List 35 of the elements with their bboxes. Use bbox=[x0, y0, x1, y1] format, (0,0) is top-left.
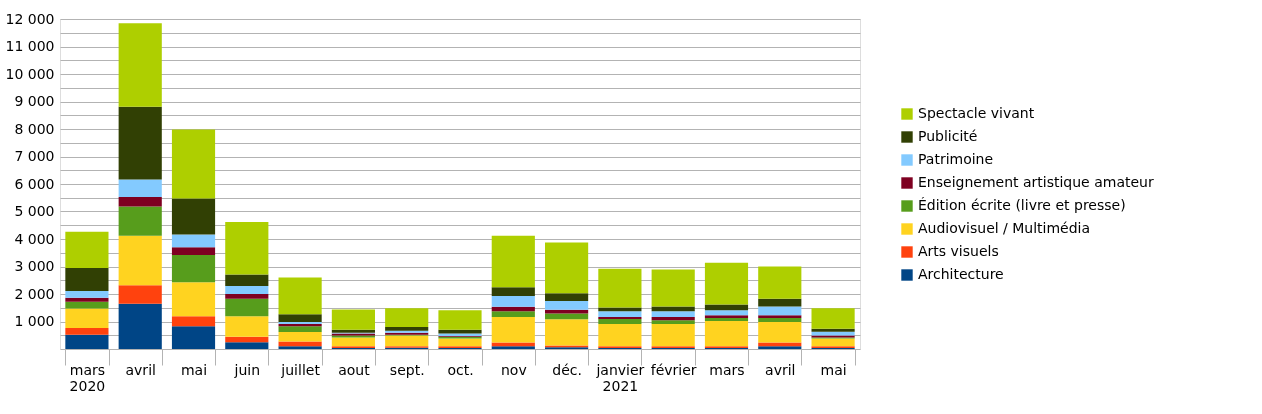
x-tick-label: mars 2020 bbox=[69, 361, 106, 394]
legend-label: Enseignement artistique amateur bbox=[918, 174, 1154, 190]
x-tick-label: aout bbox=[338, 361, 371, 378]
y-tick-label: 12 000 bbox=[5, 10, 55, 27]
y-tick-label: 7 000 bbox=[14, 148, 55, 164]
y-tick-label: 8 000 bbox=[14, 120, 55, 137]
x-tick-label: janvier 2021 bbox=[595, 361, 645, 394]
x-tick-label: mars bbox=[709, 361, 745, 378]
x-tick-label: mai bbox=[180, 361, 208, 378]
y-tick-label: 2 000 bbox=[14, 285, 55, 302]
y-tick-label: 11 000 bbox=[5, 38, 55, 54]
y-tick-label: 4 000 bbox=[14, 230, 55, 247]
x-tick-label: nov bbox=[500, 361, 527, 378]
legend-label: Arts visuels bbox=[918, 243, 999, 259]
x-tick-label: juin bbox=[233, 361, 261, 378]
y-tick-label: 6 000 bbox=[14, 175, 55, 192]
y-tick-label: 3 000 bbox=[14, 258, 55, 274]
legend-label: Audiovisuel / Multimédia bbox=[918, 220, 1091, 236]
y-tick-label: 9 000 bbox=[14, 93, 55, 109]
legend-label: Patrimoine bbox=[918, 151, 994, 167]
x-tick-label: oct. bbox=[447, 361, 474, 378]
x-tick-label: avril bbox=[765, 361, 796, 378]
y-tick-label: 5 000 bbox=[14, 203, 55, 219]
x-tick-label: déc. bbox=[552, 361, 582, 378]
legend-label: Architecture bbox=[918, 266, 1004, 282]
x-tick-label: sept. bbox=[389, 361, 425, 378]
y-tick-label: 10 000 bbox=[5, 65, 55, 82]
x-tick-label: février bbox=[650, 361, 697, 378]
y-tick-label: 1 000 bbox=[14, 313, 55, 329]
x-tick-label: avril bbox=[125, 361, 156, 378]
legend-label: Édition écrite (livre et presse) bbox=[918, 197, 1126, 213]
legend-label: Publicité bbox=[918, 128, 978, 144]
x-tick-label: mai bbox=[820, 361, 847, 378]
x-tick-label: juillet bbox=[280, 361, 321, 378]
legend-label: Spectacle vivant bbox=[918, 105, 1035, 121]
